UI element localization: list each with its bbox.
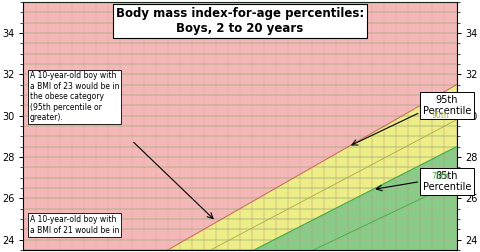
- Text: 95th
Percentile: 95th Percentile: [423, 94, 471, 116]
- Text: A 10-year-old boy with
a BMI of 21 would be in: A 10-year-old boy with a BMI of 21 would…: [30, 215, 120, 235]
- Text: 90th: 90th: [432, 111, 449, 120]
- Text: Body mass index-for-age percentiles:
Boys, 2 to 20 years: Body mass index-for-age percentiles: Boy…: [116, 7, 364, 35]
- Text: 85th
Percentile: 85th Percentile: [423, 171, 471, 192]
- Text: 75th: 75th: [432, 172, 449, 181]
- Text: A 10-year-old boy with
a BMI of 23 would be in
the obese category
(95th percenti: A 10-year-old boy with a BMI of 23 would…: [30, 72, 120, 122]
